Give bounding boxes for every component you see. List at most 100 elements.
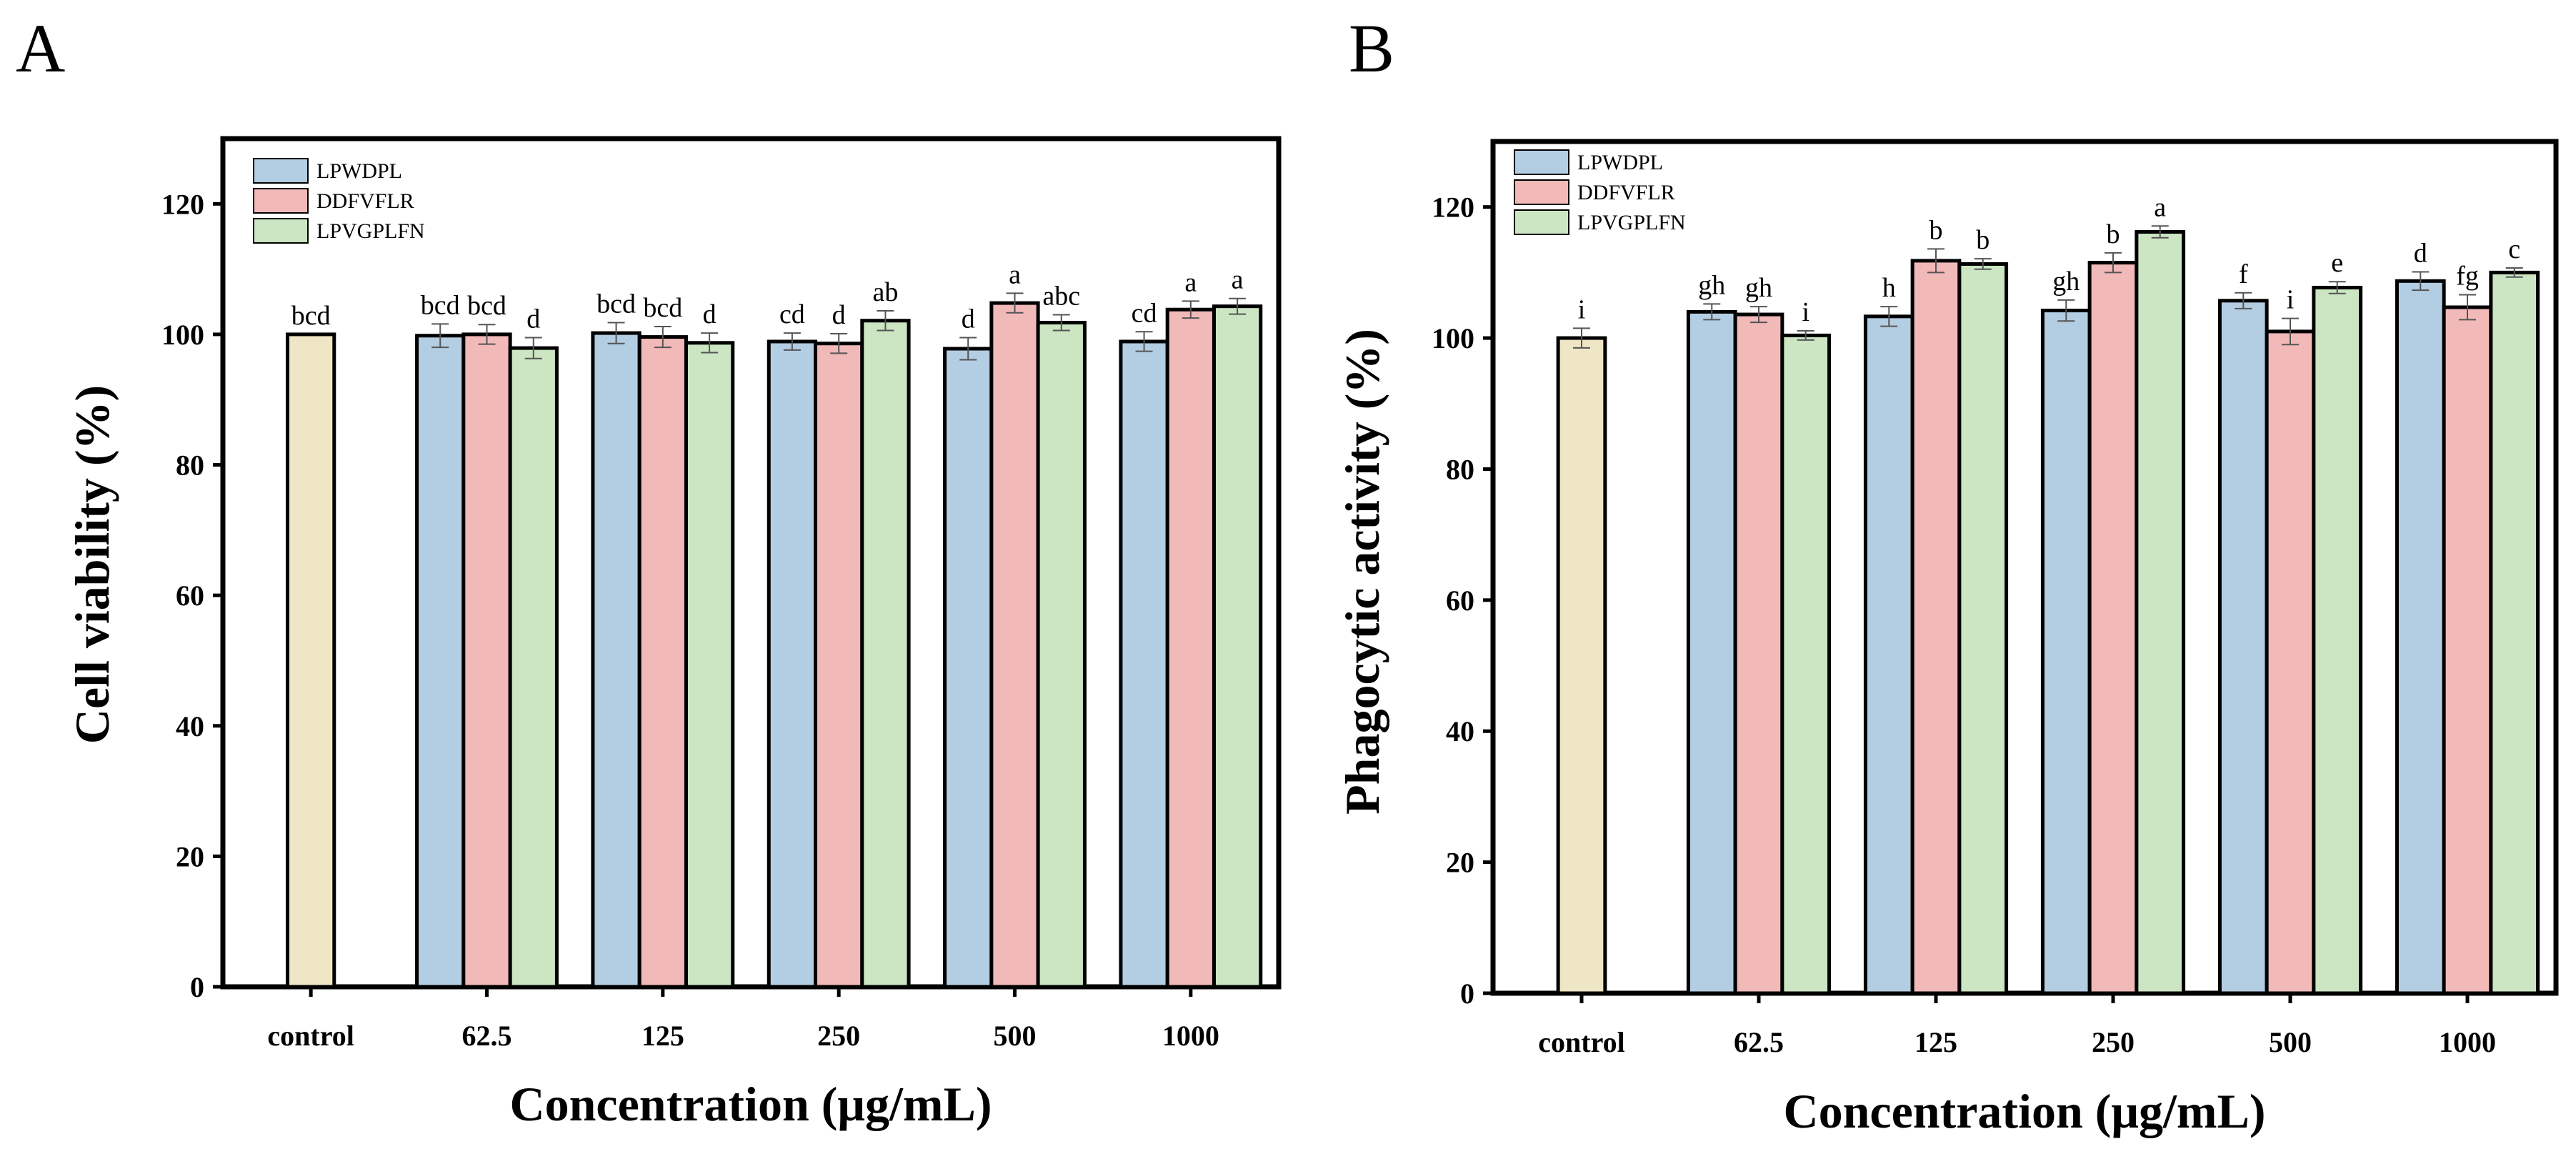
significance-label: b <box>1929 215 1943 245</box>
bar-lpwdpl <box>1863 314 1914 995</box>
significance-label: i <box>2287 285 2295 315</box>
bar-lpvgplfn <box>684 341 735 989</box>
x-tick-label: 500 <box>2269 1026 2312 1058</box>
plot-frame <box>220 136 1282 990</box>
significance-label: cd <box>1132 298 1157 328</box>
chart-panel-b: 0 20 40 60 80 100 120 control 62.5 125 250 500 1000 i… <box>1335 139 2559 1138</box>
x-tick-label: 500 <box>994 1020 1037 1052</box>
bar-ddfvflr <box>1733 312 1784 995</box>
y-tick-label: 20 <box>176 840 204 872</box>
y-axis-title: Cell viability (%) <box>65 385 119 744</box>
x-tick-label: 62.5 <box>462 1020 512 1052</box>
legend-label: LPWDPL <box>1577 151 1663 174</box>
y-tick-label: 40 <box>1446 715 1474 747</box>
significance-label: h <box>1882 273 1896 303</box>
legend-swatch <box>1514 209 1569 235</box>
bar-lpvgplfn <box>2312 285 2363 995</box>
x-tick-label: control <box>267 1020 354 1052</box>
bar-lpwdpl <box>767 339 818 989</box>
significance-label: bcd <box>421 290 460 320</box>
significance-label: d <box>2414 238 2427 268</box>
bar-lpvgplfn <box>860 319 911 989</box>
significance-label: gh <box>1698 270 1725 300</box>
y-tick-label: 80 <box>1446 453 1474 485</box>
legend-label: DDFVFLR <box>316 189 414 213</box>
legend-label: DDFVFLR <box>1577 181 1675 204</box>
x-tick-label: 125 <box>641 1020 684 1052</box>
legend-swatch <box>253 188 309 214</box>
bar-ddfvflr <box>2087 261 2139 995</box>
bar-lpwdpl <box>1119 339 1169 989</box>
x-tick-label: 1000 <box>2439 1026 2496 1058</box>
bar-lpwdpl <box>415 334 466 989</box>
legend-swatch <box>253 218 309 244</box>
x-tick-label: 125 <box>1914 1026 1957 1058</box>
bar-lpwdpl <box>591 331 641 989</box>
bar-lpvgplfn <box>1780 333 1832 995</box>
bar-lpvgplfn <box>1957 262 2009 995</box>
significance-label: i <box>1578 294 1586 324</box>
significance-label: a <box>1184 267 1197 297</box>
significance-label: bcd <box>291 301 331 331</box>
significance-label: d <box>832 300 846 330</box>
legend-label: LPWDPL <box>316 159 402 183</box>
significance-label: a <box>2154 192 2166 222</box>
bar-control <box>1556 336 1607 995</box>
legend-swatch <box>1514 149 1569 175</box>
bar-ddfvflr <box>2265 329 2316 995</box>
significance-label: bcd <box>467 291 506 321</box>
bar-lpvgplfn <box>1212 304 1263 989</box>
bar-lpwdpl <box>2395 279 2446 995</box>
significance-label: bcd <box>596 289 636 319</box>
y-tick-label: 80 <box>176 449 204 482</box>
bar-ddfvflr <box>989 301 1040 989</box>
bar-control <box>286 332 336 989</box>
bar-ddfvflr <box>1165 307 1216 989</box>
chart-panel-a: 0 20 40 60 80 100 120 control 62.5 125 250 500 1000 b… <box>65 136 1282 1131</box>
bar-ddfvflr <box>814 342 864 989</box>
significance-label: cd <box>779 299 805 329</box>
legend-swatch <box>1514 179 1569 205</box>
x-tick-label: 62.5 <box>1734 1026 1784 1058</box>
bar-lpvgplfn <box>508 346 559 989</box>
y-tick-label: 60 <box>1446 585 1474 617</box>
x-axis-title: Concentration (μg/mL) <box>509 1077 992 1131</box>
y-tick-label: 120 <box>1432 191 1474 224</box>
plot-frame <box>1490 139 2559 996</box>
bar-ddfvflr <box>637 335 688 989</box>
significance-label: f <box>2239 259 2248 289</box>
significance-label: gh <box>1745 273 1772 303</box>
significance-label: i <box>1802 297 1809 327</box>
significance-label: c <box>2508 234 2520 264</box>
significance-label: fg <box>2456 262 2479 292</box>
bar-ddfvflr <box>461 332 512 989</box>
significance-label: a <box>1232 265 1244 295</box>
significance-label: abc <box>1042 282 1080 312</box>
bar-ddfvflr <box>2442 305 2493 995</box>
y-axis-title: Phagocytic activity (%) <box>1335 329 1389 815</box>
y-tick-label: 0 <box>1460 978 1474 1010</box>
y-tick-label: 100 <box>1432 322 1474 354</box>
x-tick-label: control <box>1538 1026 1624 1058</box>
bar-ddfvflr <box>1910 259 1962 995</box>
significance-label: b <box>2107 219 2120 249</box>
y-tick-label: 40 <box>176 710 204 742</box>
bar-lpwdpl <box>2217 299 2269 995</box>
significance-label: d <box>962 304 975 334</box>
bar-lpvgplfn <box>2135 230 2186 995</box>
bar-lpwdpl <box>2040 309 2092 995</box>
y-tick-label: 60 <box>176 580 204 612</box>
significance-label: d <box>526 304 540 334</box>
significance-label: gh <box>2052 267 2080 297</box>
bar-lpvgplfn <box>2489 270 2540 995</box>
panel-label-b: B <box>1349 10 1394 86</box>
bar-lpvgplfn <box>1036 320 1087 989</box>
significance-label: a <box>1009 259 1021 289</box>
y-tick-label: 20 <box>1446 847 1474 879</box>
x-tick-label: 250 <box>2092 1026 2135 1058</box>
y-tick-label: 120 <box>161 188 204 220</box>
bar-lpwdpl <box>1686 309 1737 995</box>
x-axis-title: Concentration (μg/mL) <box>1783 1084 2265 1138</box>
significance-label: d <box>703 299 717 329</box>
